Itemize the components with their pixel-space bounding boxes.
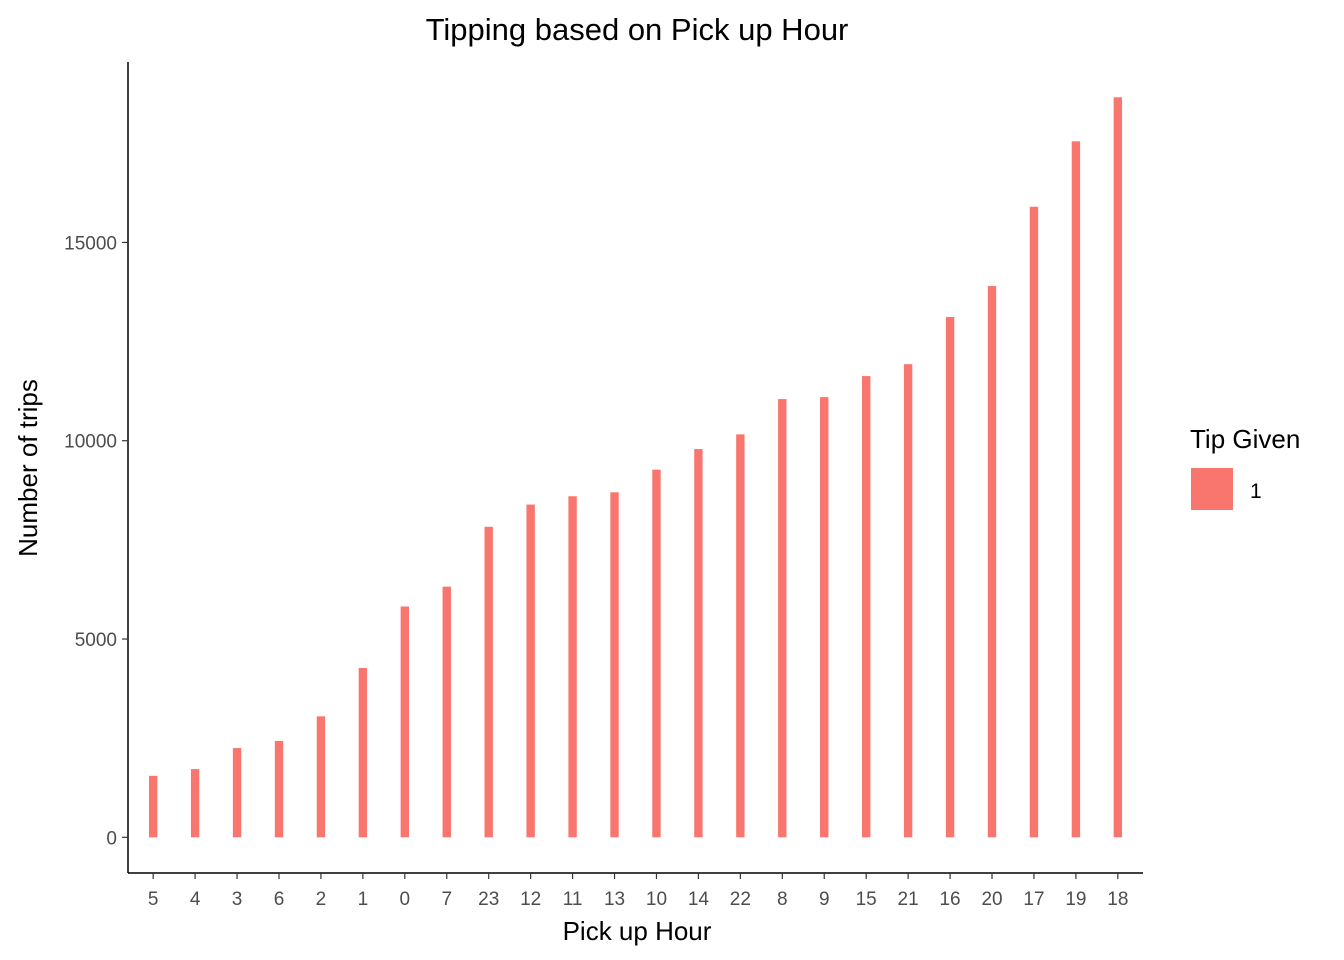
- x-tick-label-10: 10: [646, 889, 667, 910]
- chart-title: Tipping based on Pick up Hour: [426, 12, 849, 47]
- x-tick-label-3: 3: [232, 889, 243, 910]
- x-tick-label-19: 19: [1065, 889, 1086, 910]
- y-axis-title: Number of trips: [13, 379, 43, 557]
- bar-hour-15: [861, 376, 871, 838]
- bar-hour-12: [526, 504, 535, 838]
- legend-entry-label: 1: [1250, 480, 1262, 503]
- bar-hour-1: [358, 667, 368, 838]
- bar-hour-7: [442, 586, 451, 838]
- x-tick-label-23: 23: [478, 889, 499, 910]
- x-tick-label-4: 4: [190, 889, 201, 910]
- bar-hour-10: [652, 469, 661, 838]
- x-axis-title: Pick up Hour: [563, 916, 712, 946]
- x-tick-label-18: 18: [1107, 889, 1128, 910]
- bar-hour-9: [820, 397, 829, 838]
- x-tick-label-22: 22: [730, 889, 751, 910]
- x-tick-label-20: 20: [981, 889, 1002, 910]
- y-tick-label: 15000: [64, 233, 117, 254]
- x-tick-label-21: 21: [898, 889, 919, 910]
- bar-hour-3: [232, 748, 242, 838]
- y-tick-label: 5000: [75, 630, 117, 651]
- x-tick-label-16: 16: [939, 889, 960, 910]
- bar-hour-16: [945, 317, 955, 838]
- x-tick-label-15: 15: [856, 889, 877, 910]
- bar-hour-20: [987, 286, 997, 838]
- x-tick-label-2: 2: [316, 889, 327, 910]
- x-tick-label-13: 13: [604, 889, 625, 910]
- x-tick-label-5: 5: [148, 889, 159, 910]
- bar-hour-13: [610, 492, 619, 838]
- bar-hour-14: [694, 449, 703, 838]
- bar-hour-6: [274, 740, 284, 838]
- legend-title: Tip Given: [1190, 424, 1300, 454]
- plot-area: [148, 97, 1123, 838]
- x-tick-label-11: 11: [563, 889, 583, 910]
- y-tick-label: 10000: [64, 432, 117, 453]
- x-tick-label-8: 8: [777, 889, 788, 910]
- bar-hour-21: [903, 364, 913, 838]
- bar-hour-18: [1113, 97, 1123, 838]
- x-axis-ticks: 5 4 3 6 2 1 0 7 23 12 11 13 10 14 22 8 9 15 21 16 20 17 19 18: [148, 873, 1128, 910]
- bar-hour-11: [568, 496, 577, 838]
- legend: Tip Given 1: [1190, 424, 1300, 510]
- x-tick-label-6: 6: [274, 889, 285, 910]
- y-axis-ticks: 0 5000 10000 15000: [64, 233, 128, 849]
- bar-hour-4: [190, 769, 200, 838]
- x-tick-label-1: 1: [358, 889, 369, 910]
- legend-key-swatch: [1191, 468, 1233, 510]
- x-tick-label-12: 12: [520, 889, 541, 910]
- bar-hour-5: [148, 775, 158, 838]
- x-tick-label-17: 17: [1023, 889, 1044, 910]
- bar-hour-17: [1029, 206, 1039, 838]
- bar-hour-23: [484, 526, 493, 838]
- x-tick-label-14: 14: [688, 889, 710, 910]
- bar-hour-0: [400, 606, 410, 838]
- bar-hour-8: [778, 399, 787, 838]
- x-tick-label-7: 7: [441, 889, 452, 910]
- y-tick-label: 0: [106, 828, 117, 849]
- bar-hour-2: [316, 716, 326, 838]
- bar-hour-19: [1071, 141, 1081, 838]
- x-tick-label-0: 0: [400, 889, 411, 910]
- x-tick-label-9: 9: [819, 889, 830, 910]
- bar-hour-22: [736, 434, 745, 838]
